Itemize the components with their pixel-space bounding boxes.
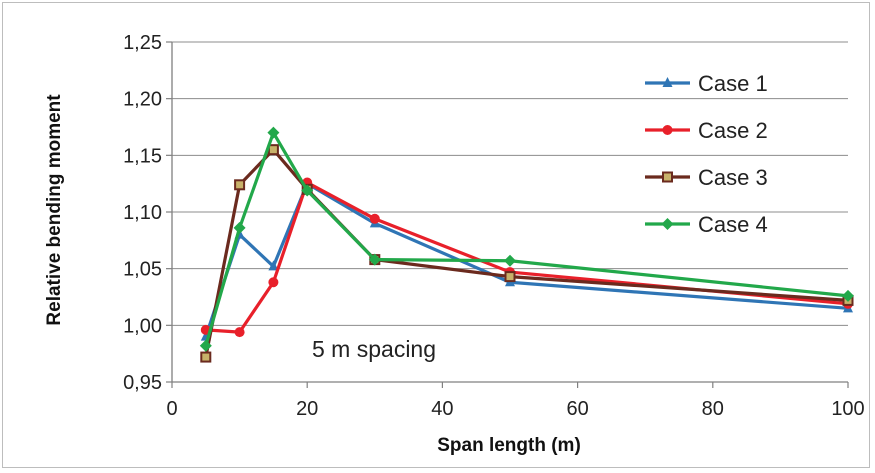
data-point [368, 253, 381, 266]
x-tick-label: 0 [166, 398, 177, 420]
x-axis-title: Span length (m) [437, 435, 581, 456]
legend-label: Case 4 [698, 212, 768, 237]
series-case-1 [200, 177, 853, 341]
legend-label: Case 1 [698, 71, 768, 96]
data-point [234, 327, 245, 338]
data-point [267, 144, 279, 156]
legend-item-case-4: Case 4 [645, 212, 768, 237]
series-line-case-2 [205, 180, 849, 334]
x-tick-label: 100 [831, 398, 864, 420]
data-point [369, 213, 380, 224]
data-point [199, 339, 212, 352]
x-tick-label: 60 [566, 398, 588, 420]
y-tick-label: 1,15 [123, 145, 162, 167]
chart-frame [2, 2, 870, 468]
y-tick-label: 1,25 [123, 32, 162, 54]
tick-labels: 0,95 1,00 1,05 1,10 1,15 1,20 1,25 0 20 40 60 80 100 [123, 32, 865, 420]
series-case-4 [199, 126, 854, 352]
legend-item-case-1: Case 1 [645, 71, 768, 96]
x-tick-label: 40 [431, 398, 453, 420]
legend-label: Case 2 [698, 118, 768, 143]
legend-marker [662, 77, 673, 87]
legend-marker [662, 125, 673, 135]
legend-item-case-3: Case 3 [645, 165, 768, 190]
data-point [504, 271, 516, 283]
data-point [301, 184, 314, 197]
y-tick-label: 0,95 [123, 372, 162, 394]
data-point [842, 289, 854, 302]
x-tick-label: 20 [296, 398, 318, 420]
legend-marker [662, 171, 673, 183]
series-group [199, 126, 854, 363]
x-tick-label: 80 [702, 398, 724, 420]
data-point [267, 126, 280, 139]
data-point [233, 221, 246, 234]
legend-marker [661, 218, 674, 230]
legend: Case 1 Case 2 Case 3 Case 4 [645, 71, 768, 237]
data-point [234, 179, 246, 191]
y-axis-title: Relative bending moment [44, 94, 65, 326]
y-tick-label: 1,20 [123, 89, 162, 111]
data-point [268, 260, 279, 271]
series-line-case-1 [204, 182, 849, 338]
axes [166, 41, 849, 388]
spacing-annotation: 5 m spacing [312, 336, 436, 362]
gridlines [172, 41, 848, 326]
data-point [200, 351, 212, 363]
data-point [504, 254, 516, 267]
data-point [268, 277, 279, 288]
legend-label: Case 3 [698, 165, 768, 190]
y-tick-label: 1,05 [123, 259, 162, 281]
y-tick-label: 1,00 [123, 315, 162, 337]
y-tick-label: 1,10 [123, 202, 162, 224]
legend-item-case-2: Case 2 [645, 118, 768, 143]
